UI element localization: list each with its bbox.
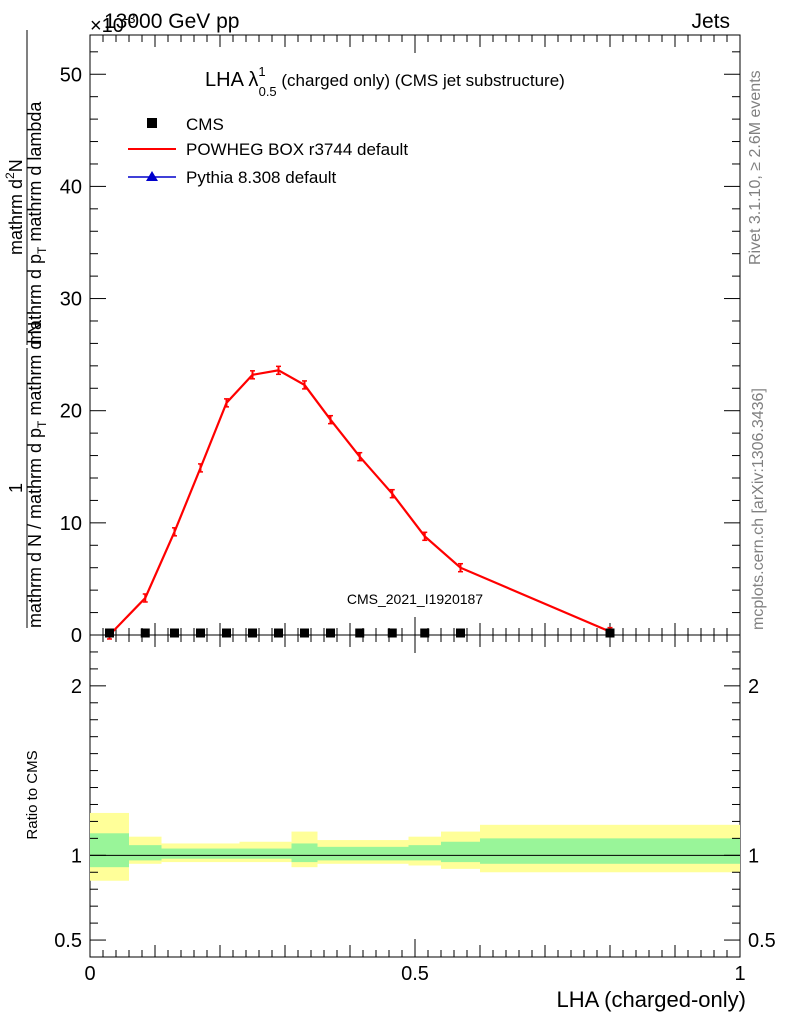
legend-pythia-label: Pythia 8.308 default [186,168,337,187]
main-ytick-label: 10 [60,513,82,535]
exponent-label: ×10-3 [90,11,136,37]
ratio-band-green-6 [408,845,441,861]
ratio-y-axis-title: Ratio to CMS [24,750,41,839]
cms-point [248,628,257,638]
ratio-band-green-8 [480,838,740,864]
cms-point [300,628,309,638]
ratio-band-green-1 [129,845,162,861]
analysis-watermark: CMS_2021_I1920187 [347,591,483,607]
ratio-ytick-label-right: 1 [748,845,759,867]
svg-text:mathrm d pT mathrm d lambda: mathrm d pT mathrm d lambda [25,101,49,345]
ratio-band-green-3 [239,848,292,859]
cms-point [387,628,397,638]
cms-point [170,628,179,638]
cms-point [326,628,335,638]
xtick-label: 0.5 [401,963,429,985]
main-ytick-label: 50 [60,64,82,86]
cms-point [140,628,150,638]
powheg-line [108,369,611,636]
xtick-label: 1 [734,963,745,985]
main-y-axis-title: 1 mathrm d N / mathrm d pT mathrm d N ma… [3,30,49,628]
header-energy: 13000 GeV pp [104,10,239,33]
cms-point [196,628,205,638]
ratio-plot-frame [89,634,741,958]
ratio-band-green-7 [441,841,480,863]
ratio-ytick-label: 0.5 [54,930,82,952]
ratio-ytick-label-right: 2 [748,676,759,698]
cms-series [105,628,615,638]
mcplots-label: mcplots.cern.ch [arXiv:1306.3436] [750,388,767,630]
cms-point [420,628,430,638]
main-ytick-label: 30 [60,289,82,311]
main-ytick-label: 40 [60,176,82,198]
xtick-label: 0 [84,963,95,985]
cms-point [105,628,114,638]
main-axis-ticks: 0 10 20 30 40 50 [60,51,740,647]
ratio-band-green-4 [291,843,318,863]
ratio-axis-ticks: 0.5 0.5 1 1 2 2 [54,651,776,952]
rivet-label: Rivet 3.1.10, ≥ 2.6M events [747,70,764,265]
ratio-ytick-label-right: 0.5 [748,930,776,952]
ratio-band-green-5 [317,846,409,861]
ratio-uncertainty-bands [90,812,740,881]
svg-text:mathrm d2N: mathrm d2N [3,159,26,255]
plot-title: LHA λ1 0.5 (charged only) (CMS jet substr… [205,64,565,99]
x-axis-title: LHA (charged-only) [556,987,746,1012]
svg-text:mathrm d N / mathrm d pT mathr: mathrm d N / mathrm d pT mathrm d N [25,322,49,628]
cms-point [355,628,365,638]
legend-cms-label: CMS [186,115,224,134]
ratio-ytick-label: 2 [71,676,82,698]
main-ytick-label: 0 [71,625,82,647]
ratio-ytick-label: 1 [71,845,82,867]
header-jets: Jets [691,10,730,33]
ratio-band-green-0 [90,833,129,868]
cms-point [274,628,283,638]
cms-point [222,628,231,638]
legend-pythia-marker [146,171,158,181]
main-ytick-label: 20 [60,401,82,423]
svg-text:1: 1 [6,483,26,493]
legend-powheg-label: POWHEG BOX r3744 default [186,140,408,159]
cms-point [456,628,465,638]
cms-point [605,628,615,638]
legend-cms-marker [147,118,157,128]
ratio-band-green-2 [161,848,240,859]
